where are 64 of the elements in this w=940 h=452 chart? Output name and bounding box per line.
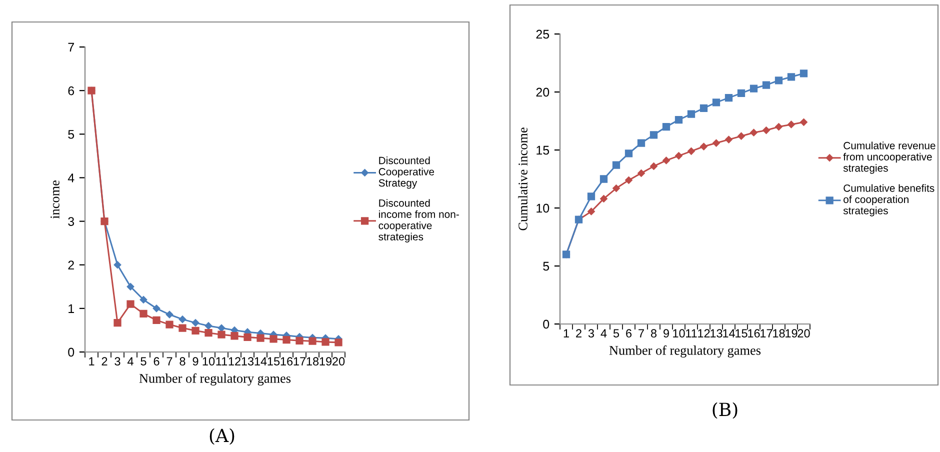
x-tick-label: 7 bbox=[166, 357, 172, 366]
x-tick-label: 4 bbox=[600, 329, 607, 338]
x-tick-label: 13 bbox=[242, 357, 254, 366]
y-tick-label: 15 bbox=[536, 146, 550, 155]
y-tick-label: 5 bbox=[543, 262, 550, 271]
x-tick-label: 19 bbox=[320, 357, 332, 366]
x-axis-title: Number of regulatory games bbox=[139, 373, 291, 386]
y-tick-label: 0 bbox=[543, 320, 550, 329]
y-tick-label: 4 bbox=[68, 174, 74, 182]
x-tick-label: 9 bbox=[664, 329, 669, 338]
x-tick-label: 4 bbox=[127, 357, 134, 366]
x-tick-label: 18 bbox=[306, 357, 319, 366]
y-tick-label: 6 bbox=[68, 86, 74, 96]
legend-label: Cumulative revenue from uncooperative strategies bbox=[843, 142, 936, 174]
x-tick-label: 7 bbox=[638, 329, 644, 338]
text: (B) bbox=[712, 402, 738, 419]
y-tick-label: 2 bbox=[68, 260, 74, 270]
x-tick-label: 10 bbox=[202, 357, 215, 366]
x-tick-label: 18 bbox=[773, 329, 785, 338]
x-tick-label: 15 bbox=[268, 357, 280, 366]
x-tick-label: 12 bbox=[698, 329, 710, 338]
x-tick-label: 11 bbox=[686, 329, 697, 338]
x-tick-label: 6 bbox=[154, 357, 160, 366]
y-tick-label: 7 bbox=[68, 42, 74, 52]
x-tick-label: 14 bbox=[723, 329, 735, 338]
legend-label: Discounted Cooperative Strategy bbox=[378, 156, 434, 189]
x-tick-label: 20 bbox=[332, 357, 345, 366]
legend-label: Cumulative benefits of cooperation strategies bbox=[843, 184, 934, 216]
x-axis-title: Number of regulatory games bbox=[609, 345, 761, 358]
x-tick-label: 3 bbox=[114, 357, 120, 366]
x-tick-label: 9 bbox=[192, 357, 198, 366]
x-tick-label: 5 bbox=[140, 357, 146, 366]
y-tick-label: 0 bbox=[68, 348, 74, 357]
y-tick-label: 3 bbox=[68, 217, 74, 226]
x-tick-label: 12 bbox=[228, 357, 240, 366]
x-tick-label: 16 bbox=[748, 329, 760, 338]
x-tick-label: 17 bbox=[760, 329, 772, 338]
x-tick-label: 14 bbox=[254, 357, 267, 366]
y-axis-title: income bbox=[50, 180, 60, 219]
x-tick-label: 6 bbox=[626, 329, 632, 338]
x-tick-label: 13 bbox=[710, 329, 722, 338]
x-tick-label: 2 bbox=[576, 329, 582, 338]
x-tick-label: 8 bbox=[180, 357, 186, 366]
x-tick-label: 2 bbox=[102, 357, 108, 366]
y-tick-label: 5 bbox=[68, 130, 74, 139]
x-tick-label: 1 bbox=[89, 357, 94, 366]
y-tick-label: 20 bbox=[536, 88, 550, 97]
x-tick-label: 20 bbox=[798, 329, 810, 338]
y-tick-label: 25 bbox=[536, 30, 550, 39]
y-tick-label: 10 bbox=[536, 204, 550, 213]
x-tick-label: 17 bbox=[294, 357, 306, 366]
x-tick-label: 5 bbox=[613, 329, 620, 338]
legend-label: Discounted income from non-cooperative strategies bbox=[378, 199, 459, 242]
text: (A) bbox=[210, 428, 234, 445]
x-tick-label: 19 bbox=[786, 329, 798, 338]
x-tick-label: 3 bbox=[588, 329, 594, 338]
y-axis-title: Cumulative income bbox=[518, 128, 528, 230]
y-tick-label: 1 bbox=[68, 304, 74, 313]
x-tick-label: 15 bbox=[736, 329, 748, 338]
x-tick-label: 10 bbox=[673, 329, 685, 338]
x-tick-label: 16 bbox=[280, 357, 293, 366]
x-tick-label: 11 bbox=[216, 357, 228, 366]
x-tick-label: 1 bbox=[564, 329, 569, 338]
x-tick-label: 8 bbox=[650, 329, 657, 338]
